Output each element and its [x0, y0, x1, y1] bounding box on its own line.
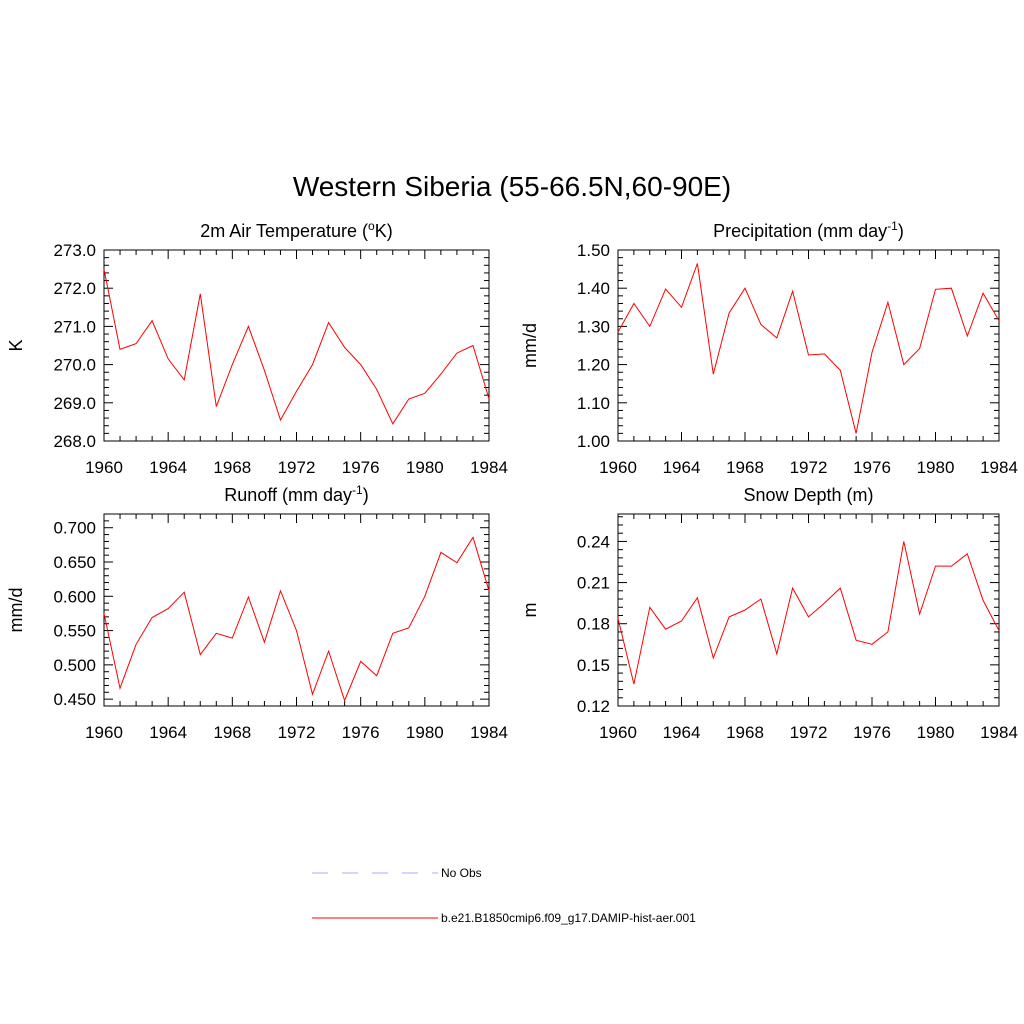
panel-title-superscript: -1 [352, 483, 363, 497]
y-tick-label: 270.0 [53, 356, 96, 375]
x-tick-label: 1968 [213, 723, 251, 742]
x-tick-label: 1960 [599, 458, 637, 477]
x-tick-label: 1976 [853, 723, 891, 742]
panel-title-main: Snow Depth (m) [743, 485, 873, 505]
y-tick-label: 1.00 [577, 432, 610, 451]
x-tick-label: 1980 [917, 723, 955, 742]
panel-2: Precipitation (mm day-1) mm/d 1960 1964 1968… [520, 219, 1018, 477]
panel-title: 2m Air Temperature (oK) [200, 219, 392, 241]
y-tick-label: 1.40 [577, 279, 610, 298]
y-axis-label: m [520, 603, 540, 618]
plot-frame [617, 513, 1000, 707]
panel-title-superscript: o [368, 219, 375, 233]
y-tick-label: 0.12 [577, 697, 610, 716]
legend: No Obs b.e21.B1850cmip6.f09_g17.DAMIP-his… [312, 866, 696, 925]
x-tick-label: 1984 [470, 458, 508, 477]
plot-frame [103, 513, 490, 707]
panel-4: Snow Depth (m) m 1960 1964 1968 1972 1976 1980 1… [520, 485, 1018, 742]
x-tick-label: 1968 [213, 458, 251, 477]
y-tick-label: 273.0 [53, 241, 96, 260]
x-tick-label: 1960 [85, 458, 123, 477]
panel-title-superscript: -1 [887, 219, 898, 233]
x-tick-label: 1984 [980, 458, 1018, 477]
y-tick-label: 1.50 [577, 241, 610, 260]
x-tick-label: 1984 [470, 723, 508, 742]
main-title: Western Siberia (55-66.5N,60-90E) [293, 171, 731, 202]
y-tick-label: 0.450 [53, 690, 96, 709]
x-tick-label: 1968 [726, 723, 764, 742]
x-tick-label: 1972 [278, 723, 316, 742]
panel-title: Snow Depth (m) [743, 485, 873, 505]
x-tick-label: 1972 [278, 458, 316, 477]
x-tick-label: 1976 [342, 458, 380, 477]
y-tick-label: 0.24 [577, 532, 610, 551]
x-tick-label: 1964 [663, 723, 701, 742]
panel-1: 2m Air Temperature (oK) K 1960 1964 1968 1972… [6, 219, 508, 477]
x-tick-label: 1976 [342, 723, 380, 742]
y-tick-label: 0.550 [53, 622, 96, 641]
x-tick-label: 1960 [85, 723, 123, 742]
plot-frame [103, 249, 490, 442]
panel-title-tail: ) [898, 221, 904, 241]
panels: 2m Air Temperature (oK) K 1960 1964 1968 1972… [6, 219, 1018, 742]
x-tick-label: 1964 [149, 723, 187, 742]
y-tick-label: 1.10 [577, 394, 610, 413]
y-tick-label: 0.700 [53, 519, 96, 538]
x-tick-label: 1960 [599, 723, 637, 742]
y-tick-label: 269.0 [53, 394, 96, 413]
panel-title: Runoff (mm day-1) [224, 483, 368, 505]
y-axis-label: mm/d [520, 323, 540, 368]
x-tick-label: 1972 [790, 723, 828, 742]
legend-label-2: b.e21.B1850cmip6.f09_g17.DAMIP-hist-aer.… [441, 911, 696, 925]
y-tick-label: 0.15 [577, 656, 610, 675]
y-tick-label: 0.21 [577, 574, 610, 593]
y-tick-label: 0.500 [53, 656, 96, 675]
plot-frame [617, 249, 1000, 442]
y-tick-label: 0.600 [53, 587, 96, 606]
series-line-model [617, 541, 1000, 685]
panel-3: Runoff (mm day-1) mm/d 1960 1964 1968 1972 197… [6, 483, 508, 742]
panel-title-main: Precipitation (mm day [713, 221, 887, 241]
x-tick-label: 1980 [406, 458, 444, 477]
panel-title: Precipitation (mm day-1) [713, 219, 904, 241]
panel-title-main: 2m Air Temperature ( [200, 221, 368, 241]
series-line-model [103, 536, 490, 702]
legend-label-1: No Obs [441, 866, 482, 880]
y-tick-label: 1.30 [577, 317, 610, 336]
y-axis-label: K [6, 339, 26, 351]
x-tick-label: 1984 [980, 723, 1018, 742]
x-tick-label: 1972 [790, 458, 828, 477]
y-tick-label: 0.650 [53, 553, 96, 572]
x-tick-label: 1980 [917, 458, 955, 477]
panel-title-tail: K) [375, 221, 393, 241]
panel-title-tail: ) [363, 485, 369, 505]
x-tick-label: 1964 [663, 458, 701, 477]
y-axis-label: mm/d [6, 588, 26, 633]
y-tick-label: 0.18 [577, 615, 610, 634]
x-tick-label: 1964 [149, 458, 187, 477]
panel-title-main: Runoff (mm day [224, 485, 352, 505]
y-tick-label: 271.0 [53, 317, 96, 336]
y-tick-label: 268.0 [53, 432, 96, 451]
x-tick-label: 1968 [726, 458, 764, 477]
x-tick-label: 1976 [853, 458, 891, 477]
y-tick-label: 1.20 [577, 356, 610, 375]
y-tick-label: 272.0 [53, 279, 96, 298]
series-line-model [617, 263, 1000, 434]
x-tick-label: 1980 [406, 723, 444, 742]
series-line-model [103, 269, 490, 425]
